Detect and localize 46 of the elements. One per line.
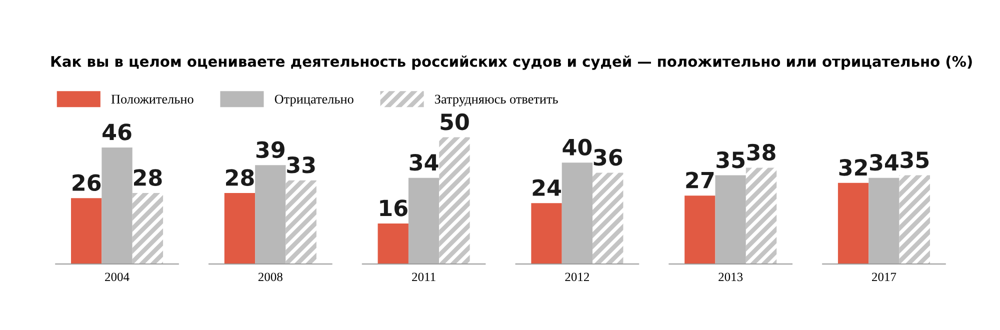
data-label: 50: [440, 113, 469, 130]
data-label: 34: [870, 154, 898, 171]
data-label: 34: [410, 154, 438, 171]
bar: [439, 137, 470, 264]
bar: [408, 178, 440, 264]
x-tick-label: 2013: [718, 272, 743, 282]
bar: [684, 196, 716, 264]
bar: [562, 162, 593, 264]
data-label: 27: [686, 172, 714, 188]
data-label: 28: [226, 169, 254, 186]
data-label: 32: [839, 159, 867, 176]
data-label: 33: [287, 156, 315, 174]
data-label: 16: [380, 200, 408, 216]
bar: [224, 193, 256, 264]
legend-label: Затрудняюсь ответить: [435, 94, 558, 106]
data-label: 35: [716, 151, 744, 168]
data-label: 39: [256, 141, 284, 158]
x-tick-label: 2012: [565, 272, 590, 282]
x-tick-label: 2011: [412, 272, 436, 282]
data-label: 24: [532, 179, 561, 196]
bar: [715, 175, 746, 264]
bar: [286, 180, 316, 264]
bar: [592, 172, 624, 264]
bar: [838, 182, 869, 264]
data-label: 38: [747, 144, 776, 161]
legend-label: Положительно: [111, 94, 194, 104]
bar: [132, 193, 164, 264]
legend-label: Отрицательно: [274, 94, 354, 106]
bar: [71, 198, 102, 264]
data-label: 46: [102, 124, 132, 140]
x-tick-label: 2004: [105, 272, 130, 282]
data-label: 35: [900, 151, 929, 168]
data-label: 40: [562, 138, 592, 156]
bar: [899, 175, 930, 264]
bar: [868, 178, 900, 264]
x-tick-label: 2008: [258, 272, 282, 282]
data-label: 36: [594, 148, 622, 166]
chart-title: Как вы в целом оцениваете деятельность российских судов и судей — положительно или отрицательно (%): [51, 56, 972, 70]
bar: [255, 165, 286, 264]
data-label: 26: [72, 174, 101, 192]
x-tick-label: 2017: [872, 272, 896, 282]
bar: [378, 223, 408, 264]
data-label: 28: [134, 169, 162, 186]
bar: [102, 147, 132, 264]
bar: [531, 203, 562, 264]
bar: [746, 168, 777, 264]
